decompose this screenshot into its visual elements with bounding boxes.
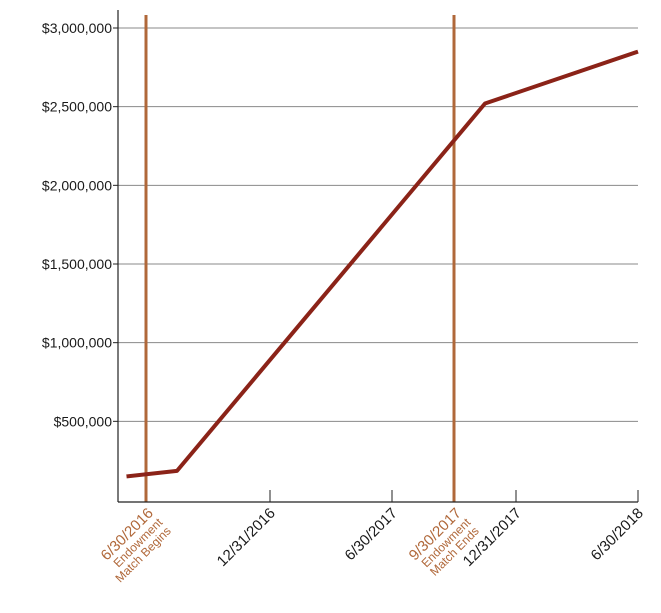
y-tick-label: $3,000,000 xyxy=(42,20,112,36)
series-line xyxy=(126,49,639,479)
x-tick-label: 6/30/2017 xyxy=(342,505,401,564)
axes xyxy=(113,10,639,503)
series-lines xyxy=(126,49,639,479)
y-tick-labels: $500,000 $1,000,000 $1,500,000 $2,000,000 $2… xyxy=(42,20,112,429)
y-tick-label: $2,000,000 xyxy=(42,177,112,193)
x-tick-label: 6/30/2018 xyxy=(588,505,647,564)
event-markers xyxy=(144,15,456,502)
y-tick-label: $2,500,000 xyxy=(42,99,112,115)
x-tick-label: 12/31/2016 xyxy=(214,505,279,570)
y-tick-label: $500,000 xyxy=(54,413,113,429)
y-tick-label: $1,500,000 xyxy=(42,256,112,272)
grid-lines xyxy=(118,27,638,422)
x-tick-labels: 12/31/2016 6/30/2017 12/31/2017 6/30/20186/… xyxy=(98,505,647,585)
y-tick-label: $1,000,000 xyxy=(42,335,112,351)
